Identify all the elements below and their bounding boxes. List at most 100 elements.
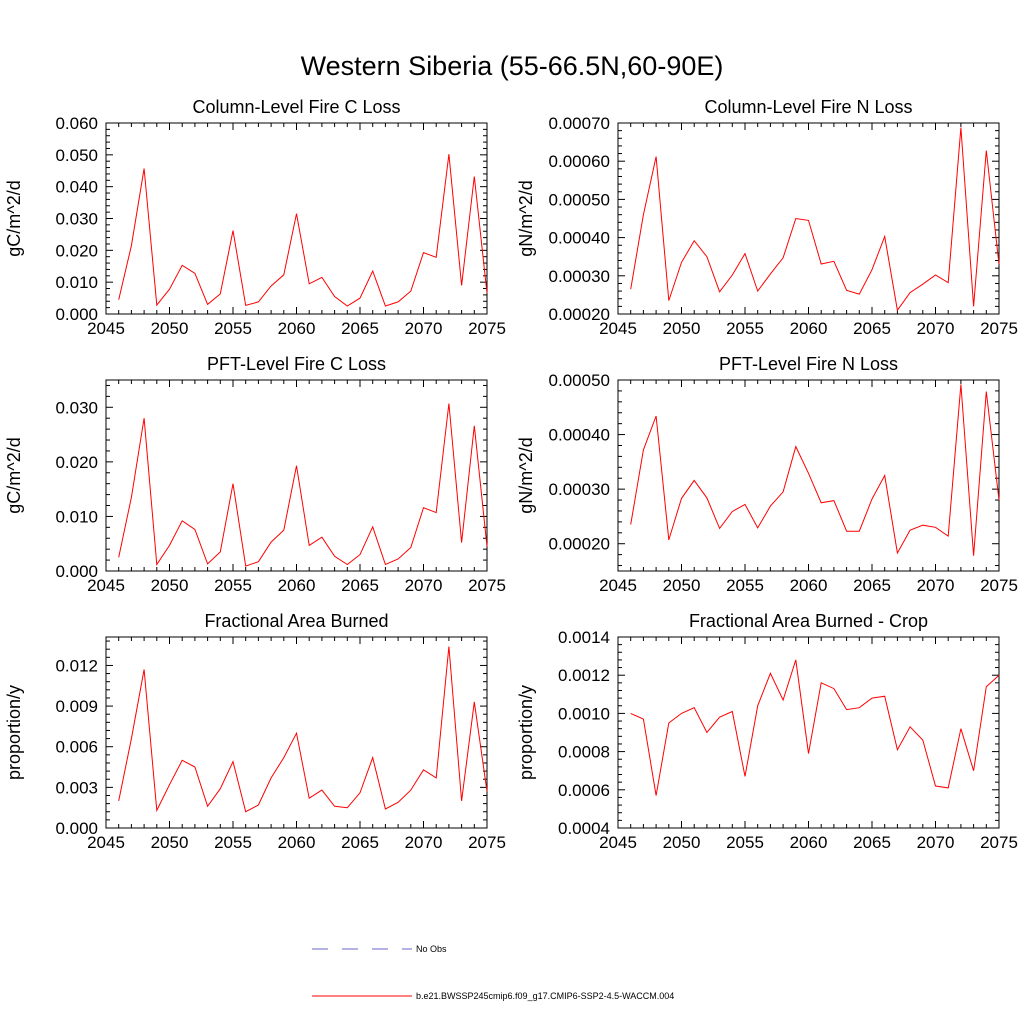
subplot-title: Fractional Area Burned - Crop (689, 611, 928, 631)
x-tick-label: 2070 (917, 319, 955, 338)
x-tick-label: 2065 (853, 576, 891, 595)
chart-panel: Column-Level Fire C Loss gC/m^2/d 2045 2050… (4, 97, 506, 338)
series-line (630, 127, 1000, 312)
x-tick-label: 2055 (726, 319, 764, 338)
x-tick-label: 2055 (214, 319, 252, 338)
y-tick-label: 0.00040 (549, 229, 610, 248)
subplot-title: PFT-Level Fire C Loss (207, 354, 386, 374)
y-axis-label: gN/m^2/d (516, 180, 536, 256)
y-tick-label: 0.020 (55, 453, 98, 472)
x-tick-label: 2075 (468, 576, 506, 595)
x-tick-label: 2045 (87, 576, 125, 595)
x-tick-label: 2065 (853, 833, 891, 852)
plot-frame (617, 636, 1000, 829)
y-tick-label: 0.00050 (549, 190, 610, 209)
x-tick-label: 2060 (278, 319, 316, 338)
legend-no-obs-label: No Obs (416, 944, 447, 954)
x-tick-label: 2060 (278, 576, 316, 595)
y-tick-label: 0.003 (55, 778, 98, 797)
x-tick-label: 2050 (151, 576, 189, 595)
x-tick-label: 2045 (87, 833, 125, 852)
series-line (630, 384, 1000, 556)
y-tick-label: 0.006 (55, 738, 98, 757)
y-tick-label: 0.000 (55, 305, 98, 324)
x-tick-label: 2070 (405, 319, 443, 338)
y-tick-label: 0.030 (55, 398, 98, 417)
plot-frame (617, 379, 1000, 572)
chart-panel: PFT-Level Fire N Loss gN/m^2/d 2045 2050 205… (516, 354, 1018, 595)
x-tick-label: 2050 (151, 833, 189, 852)
y-tick-label: 0.050 (55, 146, 98, 165)
series-line (630, 659, 1000, 796)
x-tick-label: 2055 (214, 576, 252, 595)
y-tick-label: 0.00060 (549, 152, 610, 171)
chart-panel: Fractional Area Burned - Crop proportion/… (516, 611, 1018, 852)
subplot-title: Column-Level Fire C Loss (192, 97, 400, 117)
subplot-title: PFT-Level Fire N Loss (719, 354, 898, 374)
x-tick-label: 2055 (214, 833, 252, 852)
x-tick-label: 2065 (341, 576, 379, 595)
y-tick-label: 0.040 (55, 178, 98, 197)
y-tick-label: 0.00020 (549, 535, 610, 554)
y-tick-label: 0.00070 (549, 114, 610, 133)
x-tick-label: 2050 (151, 319, 189, 338)
x-tick-label: 2065 (853, 319, 891, 338)
x-tick-label: 2045 (599, 833, 637, 852)
x-tick-label: 2060 (790, 833, 828, 852)
x-tick-label: 2065 (341, 319, 379, 338)
plot-frame (105, 379, 488, 572)
legend-model-label: b.e21.BWSSP245cmip6.f09_g17.CMIP6-SSP2-4… (416, 991, 674, 1001)
x-tick-label: 2050 (663, 833, 701, 852)
x-tick-label: 2050 (663, 319, 701, 338)
x-tick-label: 2045 (599, 319, 637, 338)
x-tick-label: 2070 (917, 576, 955, 595)
x-tick-label: 2045 (599, 576, 637, 595)
x-tick-label: 2075 (468, 833, 506, 852)
x-tick-label: 2055 (726, 833, 764, 852)
y-tick-label: 0.0014 (558, 628, 610, 647)
x-tick-label: 2075 (980, 833, 1018, 852)
y-tick-label: 0.0004 (558, 819, 610, 838)
x-tick-label: 2075 (980, 319, 1018, 338)
y-tick-label: 0.000 (55, 562, 98, 581)
legend: No Obs b.e21.BWSSP245cmip6.f09_g17.CMIP6… (312, 944, 674, 1001)
y-tick-label: 0.00020 (549, 305, 610, 324)
figure-title: Western Siberia (55-66.5N,60-90E) (301, 51, 724, 81)
y-tick-label: 0.00030 (549, 480, 610, 499)
x-tick-label: 2075 (468, 319, 506, 338)
y-axis-label: proportion/y (4, 685, 24, 780)
y-axis-label: gC/m^2/d (4, 437, 24, 513)
y-tick-label: 0.010 (55, 273, 98, 292)
y-tick-label: 0.012 (55, 656, 98, 675)
subplot-title: Fractional Area Burned (204, 611, 388, 631)
y-tick-label: 0.0008 (558, 743, 610, 762)
series-line (118, 154, 488, 307)
y-tick-label: 0.00050 (549, 371, 610, 390)
y-axis-label: proportion/y (516, 685, 536, 780)
x-tick-label: 2070 (917, 833, 955, 852)
x-tick-label: 2045 (87, 319, 125, 338)
x-tick-label: 2075 (980, 576, 1018, 595)
x-tick-label: 2065 (341, 833, 379, 852)
y-tick-label: 0.020 (55, 241, 98, 260)
chart-panel: PFT-Level Fire C Loss gC/m^2/d 2045 2050 205… (4, 354, 506, 595)
x-tick-label: 2060 (790, 576, 828, 595)
y-axis-label: gC/m^2/d (4, 180, 24, 256)
y-tick-label: 0.0012 (558, 666, 610, 685)
panels: Column-Level Fire C Loss gC/m^2/d 2045 2050… (4, 97, 1018, 852)
y-tick-label: 0.000 (55, 819, 98, 838)
x-tick-label: 2070 (405, 576, 443, 595)
y-tick-label: 0.0006 (558, 781, 610, 800)
y-tick-label: 0.010 (55, 507, 98, 526)
chart-panel: Column-Level Fire N Loss gN/m^2/d 2045 2050… (516, 97, 1018, 338)
y-tick-label: 0.00040 (549, 426, 610, 445)
plot-frame (617, 122, 1000, 315)
x-tick-label: 2060 (790, 319, 828, 338)
series-line (118, 403, 488, 567)
plot-frame (105, 122, 488, 315)
y-tick-label: 0.0010 (558, 704, 610, 723)
subplot-title: Column-Level Fire N Loss (704, 97, 912, 117)
y-tick-label: 0.030 (55, 210, 98, 229)
y-axis-label: gN/m^2/d (516, 437, 536, 513)
